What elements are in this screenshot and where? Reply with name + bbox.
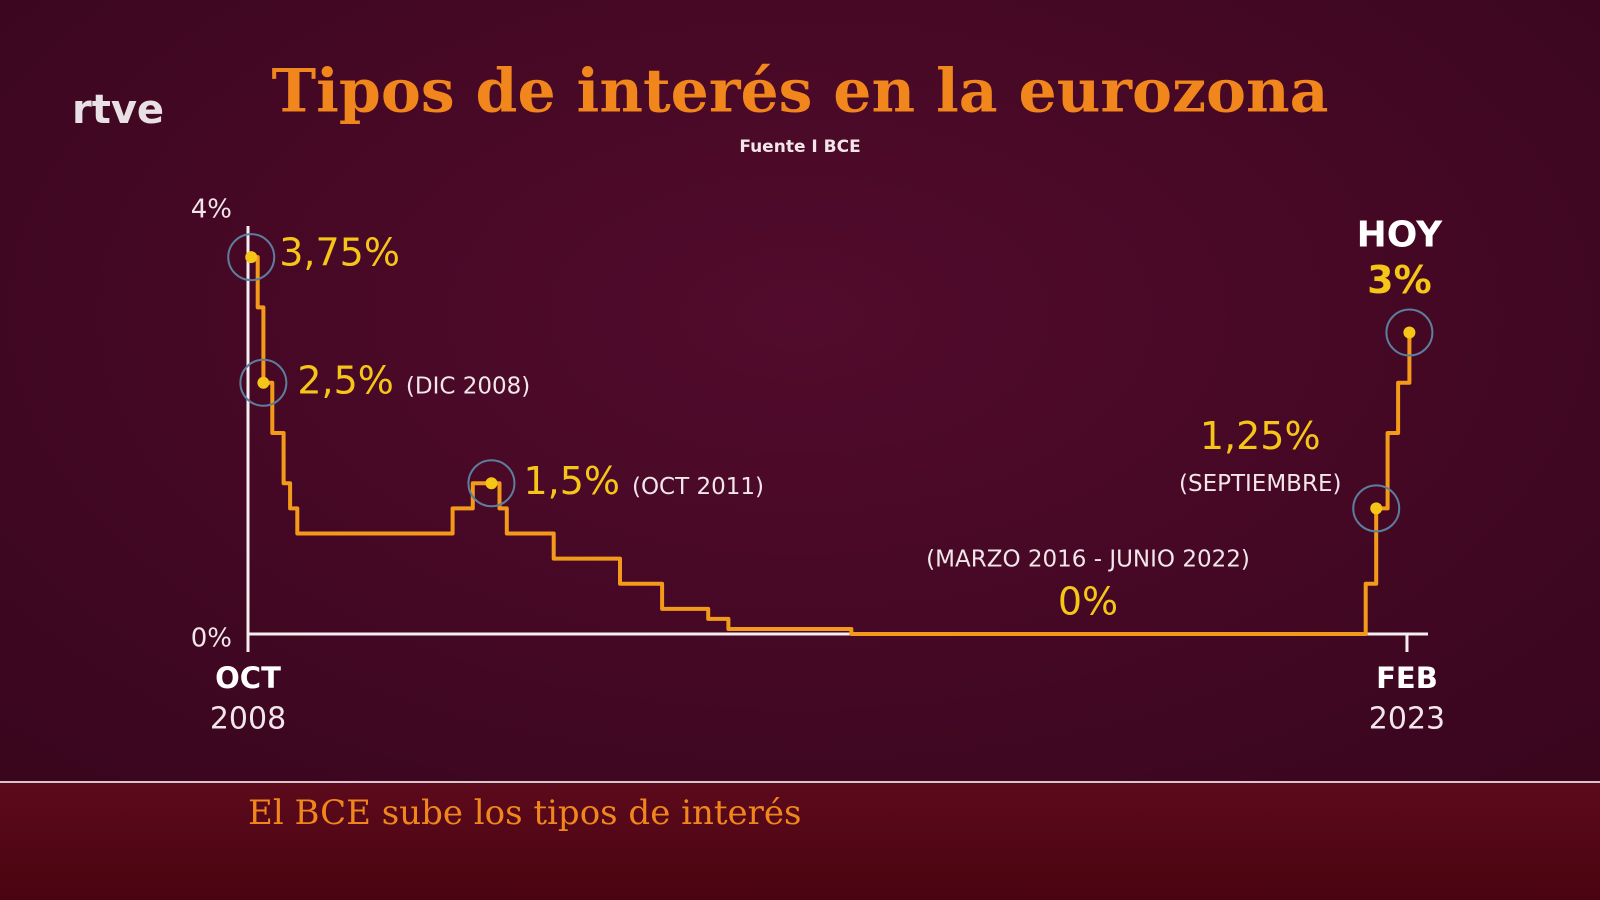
highlight-ring — [1352, 484, 1401, 533]
highlight-point — [1370, 502, 1383, 515]
annotation-label: 1,25% — [1200, 414, 1321, 458]
chart-subtitle: Fuente I BCE — [739, 137, 860, 157]
x-tick-label: OCT — [215, 661, 281, 695]
annotation-note: (SEPTIEMBRE) — [1179, 471, 1341, 497]
rate-line — [251, 255, 1412, 636]
highlight-point — [1403, 326, 1416, 339]
highlight-point — [485, 477, 498, 490]
annotation-note: (MARZO 2016 - JUNIO 2022) — [926, 547, 1250, 573]
annotation-note: (OCT 2011) — [632, 474, 764, 500]
x-tick-label: FEB — [1376, 661, 1438, 695]
y-tick-label: 4% — [191, 195, 232, 225]
annotation-note: HOY — [1357, 215, 1443, 256]
y-tick-label: 0% — [191, 624, 232, 654]
annotation-note: (DIC 2008) — [406, 373, 530, 399]
highlight-ring — [467, 459, 516, 508]
logo: rtve — [72, 87, 164, 133]
annotation-label: 2,5% — [297, 358, 394, 402]
highlight-ring — [1385, 308, 1434, 357]
caption: El BCE sube los tipos de interés — [248, 793, 802, 833]
annotation-label: 0% — [1058, 580, 1118, 624]
annotation-label: 1,5% — [523, 459, 620, 503]
highlight-point — [257, 376, 270, 389]
highlight-ring — [239, 358, 288, 407]
highlight-point — [245, 251, 258, 264]
annotation-label: 3% — [1367, 258, 1432, 302]
x-tick-sublabel: 2008 — [210, 702, 286, 737]
caption-band — [0, 782, 1600, 900]
annotation-label: 3,75% — [279, 231, 400, 275]
chart-title: Tipos de interés en la eurozona — [271, 57, 1328, 127]
highlight-ring — [227, 233, 276, 282]
x-tick-sublabel: 2023 — [1369, 702, 1445, 737]
